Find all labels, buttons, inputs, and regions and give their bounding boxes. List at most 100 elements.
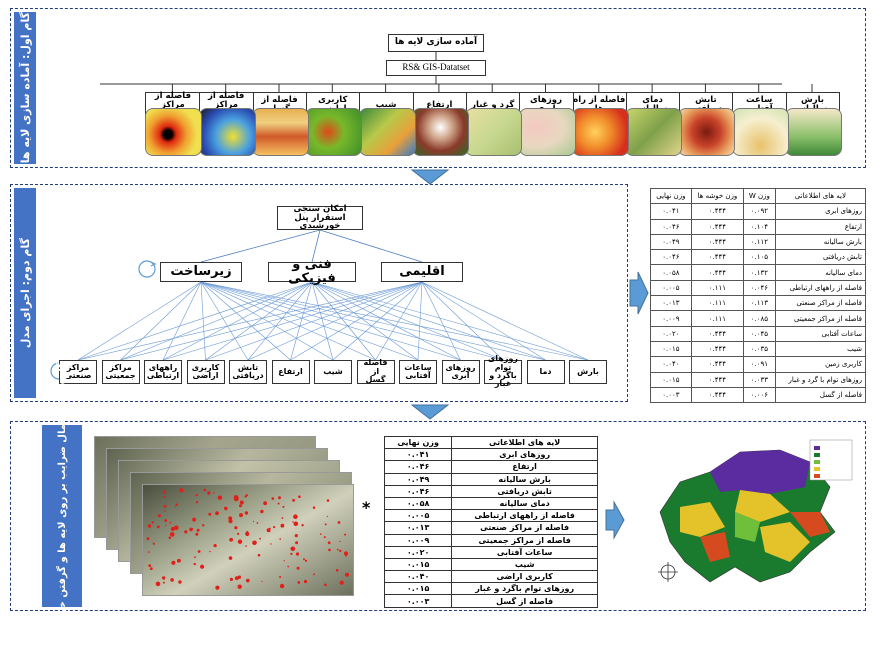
subcriterion-box: بارش bbox=[569, 360, 607, 384]
red-point bbox=[195, 532, 199, 536]
layer-thumbnail bbox=[411, 108, 469, 156]
red-point bbox=[208, 512, 212, 516]
red-point bbox=[312, 506, 316, 509]
final-table-wrap: لایه های اطلاعاتی وزن نهایی روزهای ابری ۰.… bbox=[383, 435, 598, 608]
table-cell: ۰.۰۴۶ bbox=[383, 460, 453, 474]
red-point bbox=[192, 517, 197, 522]
red-point bbox=[343, 551, 349, 556]
red-point bbox=[229, 577, 233, 581]
subcriterion-box: مراکز صنعتی bbox=[59, 360, 97, 384]
red-point bbox=[224, 506, 228, 511]
red-point bbox=[152, 542, 155, 545]
multiply-symbol: * bbox=[362, 498, 371, 517]
table-cell: ۰.۰۴۶ bbox=[743, 279, 776, 297]
table-row: شیب ۰.۰۳۵ ۰.۴۴۴ ۰.۰۱۵ bbox=[650, 340, 867, 358]
table-cell: ۰.۴۴۴ bbox=[690, 356, 745, 373]
table-cell: فاصله از گسل bbox=[451, 594, 598, 608]
table-cell: ۰.۰۴۱ bbox=[650, 203, 692, 220]
red-point bbox=[217, 495, 223, 500]
table-cell: بارش سالیانه bbox=[774, 233, 867, 251]
criterion-subcriterion-link bbox=[200, 281, 376, 361]
red-point bbox=[164, 510, 166, 512]
red-point bbox=[196, 528, 200, 532]
weights-table: لایه های اطلاعاتی وزن W وزن خوشه ها وزن نها… bbox=[650, 187, 867, 404]
table-cell: شیب bbox=[774, 340, 867, 358]
red-point bbox=[239, 513, 243, 518]
table-row: فاصله از راههای ارتباطی ۰.۰۴۶ ۰.۱۱۱ ۰.۰۰۵ bbox=[650, 279, 867, 297]
red-point bbox=[292, 498, 295, 502]
criterion-subcriterion-link bbox=[421, 281, 504, 361]
criterion-subcriterion-link bbox=[77, 281, 202, 361]
table-row: فاصله از مراکز صنعتی ۰.۰۱۳ bbox=[383, 521, 598, 535]
red-point bbox=[209, 550, 211, 553]
red-point bbox=[245, 545, 247, 547]
suitability-map-image bbox=[658, 439, 853, 583]
red-point bbox=[337, 521, 341, 524]
weights-table-wrap: لایه های اطلاعاتی وزن W وزن خوشه ها وزن نها… bbox=[650, 187, 867, 404]
table-cell: ۰.۱۰۴ bbox=[743, 218, 776, 235]
table-cell: ۰.۰۱۳ bbox=[650, 295, 692, 312]
map-layer-image bbox=[142, 484, 354, 596]
table-row: بارش سالیانه ۰.۰۴۹ bbox=[383, 472, 598, 486]
table-cell: ساعات آفتابی bbox=[451, 545, 598, 559]
red-point bbox=[323, 536, 326, 539]
red-point bbox=[179, 488, 184, 493]
red-point bbox=[345, 572, 349, 577]
red-point bbox=[293, 521, 299, 527]
red-point bbox=[203, 488, 207, 492]
criterion-subcriterion-link bbox=[205, 281, 313, 361]
red-point bbox=[298, 495, 301, 498]
red-point bbox=[292, 521, 294, 523]
table-cell: ۰.۰۹۲ bbox=[743, 203, 776, 220]
table-cell: ۰.۰۰۹ bbox=[650, 310, 692, 327]
subcriterion-box: دما bbox=[526, 360, 565, 384]
criterion-subcriterion-link bbox=[200, 281, 206, 361]
table-cell: ۰.۴۴۴ bbox=[690, 233, 745, 251]
red-point bbox=[200, 564, 205, 569]
criterion-subcriterion-link bbox=[200, 281, 249, 361]
subcriterion-box: ساعات آفتابی bbox=[399, 360, 437, 384]
table-cell: ۰.۱۱۱ bbox=[690, 310, 745, 327]
table-cell: ۰.۰۴۱ bbox=[383, 448, 453, 462]
criterion-subcriterion-link bbox=[200, 281, 334, 361]
dataset-source: RS& GIS-Datatset bbox=[386, 60, 486, 76]
red-point bbox=[184, 530, 188, 534]
red-point bbox=[174, 525, 179, 531]
table-row: دمای سالیانه ۰.۱۳۲ ۰.۴۴۴ ۰.۰۵۸ bbox=[650, 264, 867, 281]
red-point bbox=[256, 522, 259, 524]
table-cell: بارش سالیانه bbox=[451, 472, 598, 486]
step3-label: گام سوم: اعمال ضرایب بر روی لایه ها و گر… bbox=[42, 362, 82, 670]
red-point bbox=[229, 537, 233, 542]
layer-thumbnail bbox=[252, 108, 309, 156]
red-point bbox=[237, 532, 240, 535]
goal-criterion-link bbox=[319, 229, 423, 263]
table-cell: شیب bbox=[451, 557, 598, 572]
criterion-subcriterion-link bbox=[77, 281, 423, 361]
red-point bbox=[290, 552, 293, 555]
table-row: ساعات آفتابی ۰.۰۲۰ bbox=[383, 545, 598, 559]
red-point bbox=[169, 532, 175, 537]
model-network bbox=[77, 229, 589, 361]
red-point bbox=[313, 573, 315, 576]
table-row: فاصله از گسل ۰.۰۰۳ bbox=[383, 594, 598, 608]
red-point bbox=[165, 524, 167, 526]
subcriterion-box: تابش دریافتی bbox=[229, 360, 267, 384]
down-arrow-2 bbox=[410, 404, 450, 420]
criterion-subcriterion-link bbox=[120, 281, 423, 361]
table-row: ساعات آفتابی ۰.۰۴۵ ۰.۴۴۴ ۰.۰۲۰ bbox=[650, 325, 867, 342]
table-row: ارتفاع ۰.۰۴۶ bbox=[383, 460, 598, 474]
prep-title: آماده سازی لایه ها bbox=[388, 34, 484, 52]
criterion-subcriterion-link bbox=[200, 281, 461, 361]
red-point bbox=[339, 549, 342, 553]
red-point bbox=[283, 560, 285, 562]
red-point bbox=[237, 584, 242, 589]
red-point bbox=[278, 496, 281, 500]
table-cell: فاصله از مراکز جمعیتی bbox=[451, 533, 598, 547]
final-weights-table: لایه های اطلاعاتی وزن نهایی روزهای ابری ۰.… bbox=[383, 435, 598, 608]
table-cell: ۰.۰۱۵ bbox=[383, 557, 453, 572]
red-point bbox=[295, 541, 299, 545]
table-cell: ۰.۴۴۴ bbox=[690, 203, 745, 220]
table-cell: ۰.۰۱۵ bbox=[650, 340, 692, 358]
table-row: دمای سالیانه ۰.۰۵۸ bbox=[383, 496, 598, 511]
table-cell: ۰.۰۱۳ bbox=[383, 521, 453, 535]
